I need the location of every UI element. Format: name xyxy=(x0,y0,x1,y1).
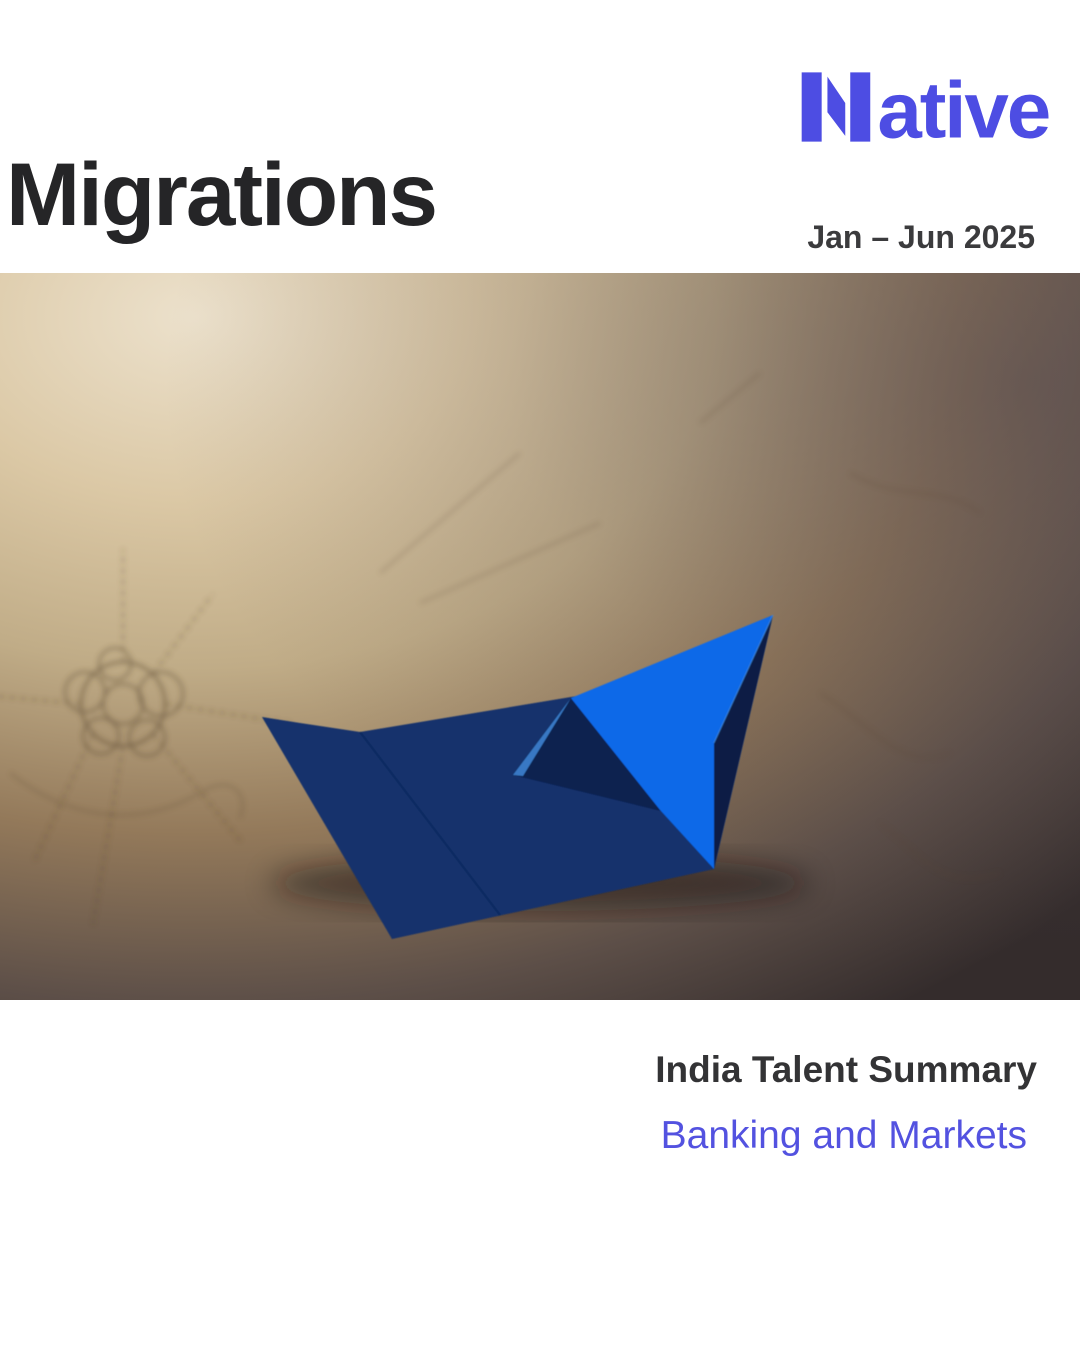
svg-text:ative: ative xyxy=(877,67,1049,147)
